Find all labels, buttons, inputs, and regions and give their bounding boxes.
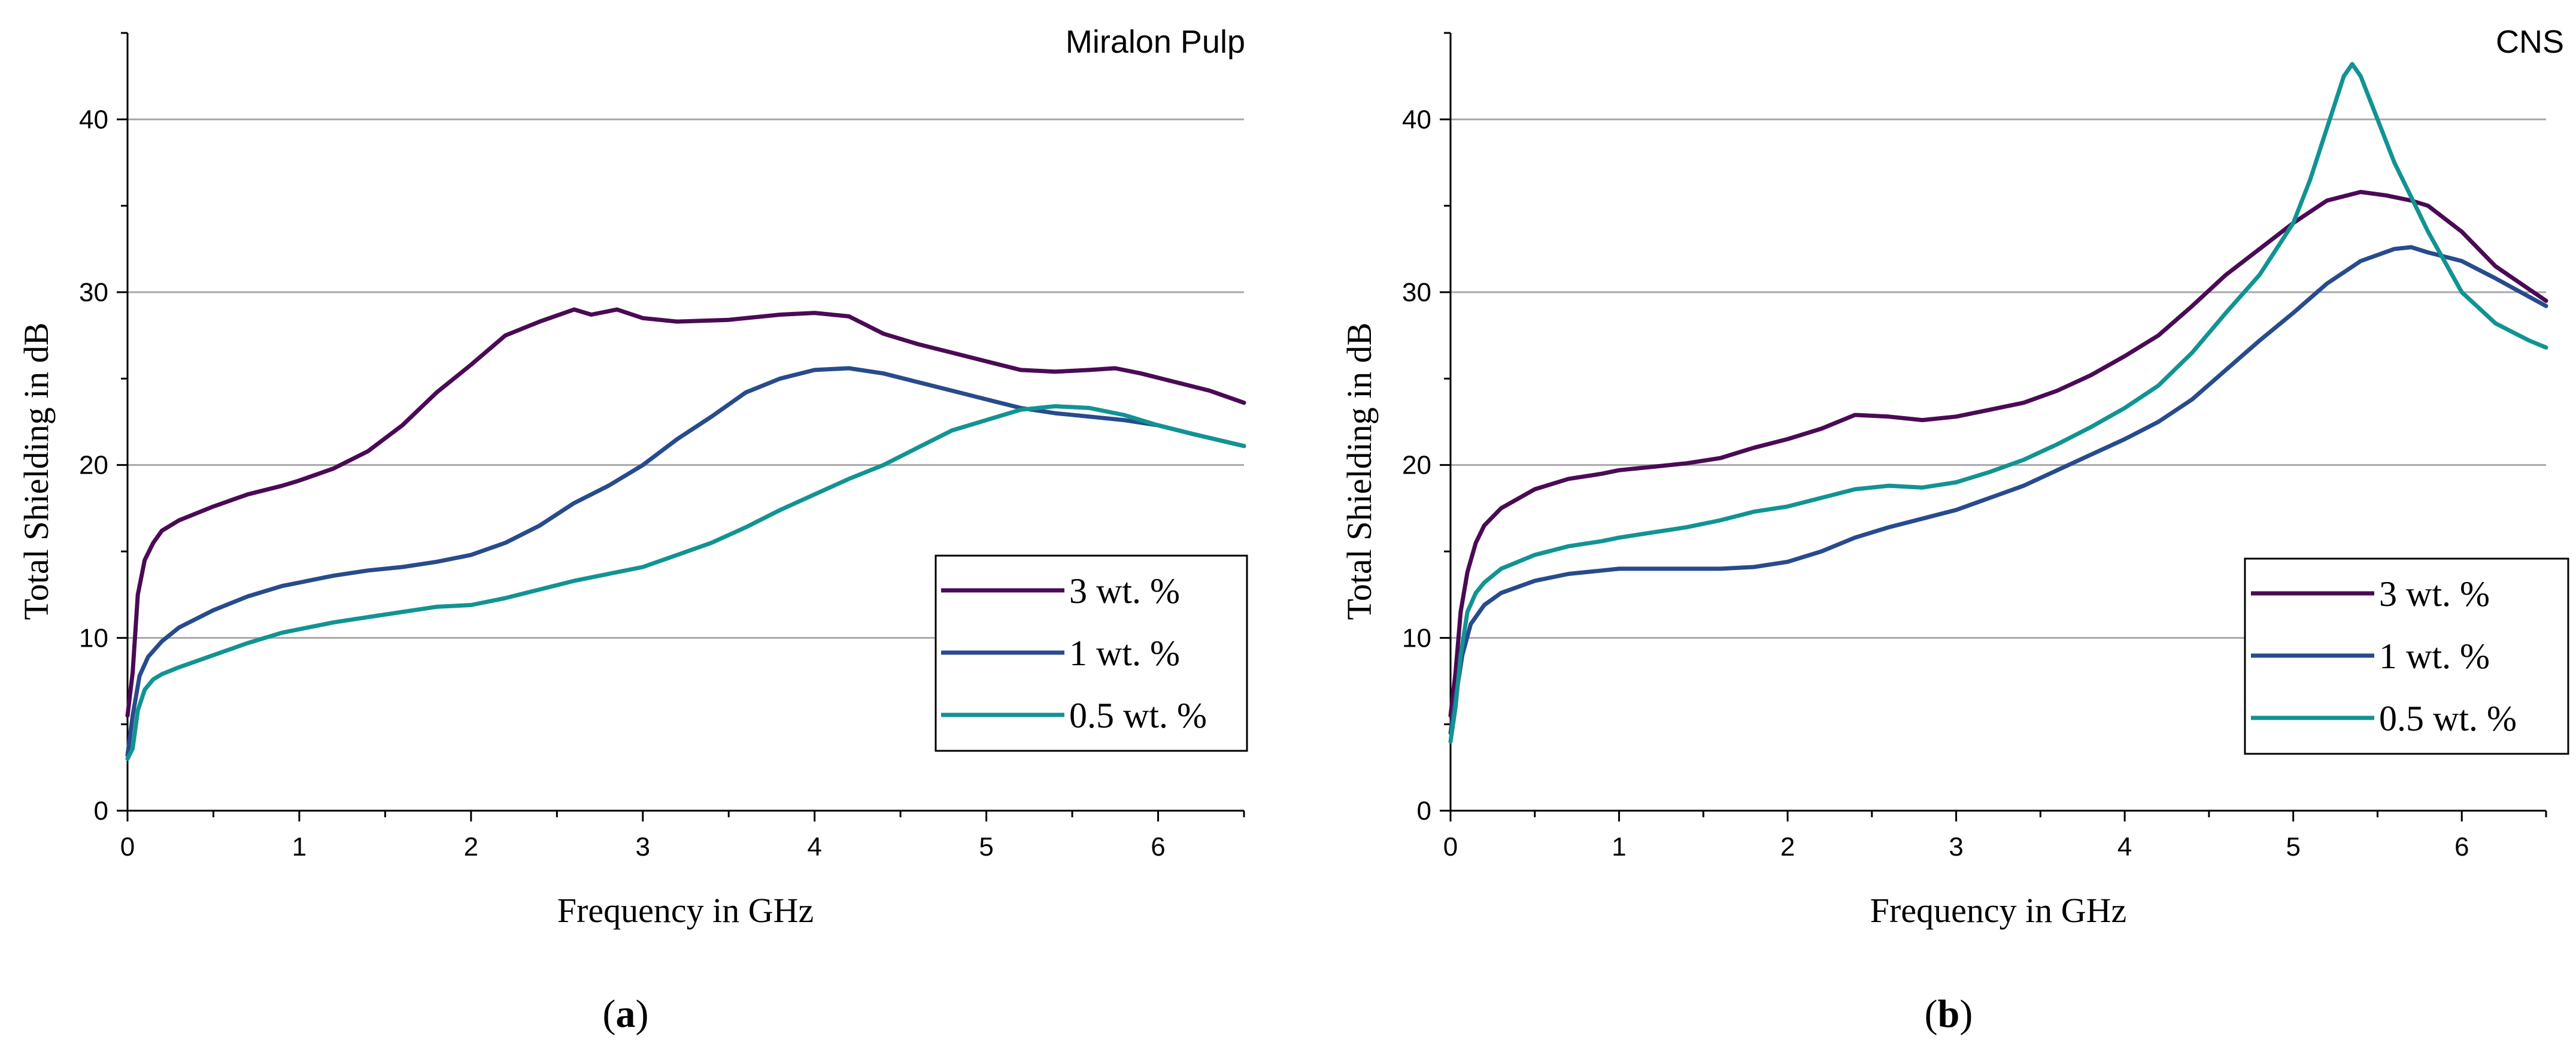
panel-a-y-tick-label: 40 bbox=[79, 105, 108, 134]
panel-a-y-tick-label: 0 bbox=[94, 796, 108, 826]
panel-a-y-axis-title: Total Shielding in dB bbox=[17, 323, 56, 620]
panel-b-x-tick-label: 4 bbox=[2117, 832, 2132, 862]
panel-a-x-tick-label: 2 bbox=[464, 832, 478, 862]
panel-b-title: CNS bbox=[2496, 24, 2564, 60]
panel-a-series-line-3 bbox=[125, 404, 1246, 761]
panel-b-y-tick-label: 30 bbox=[1402, 278, 1431, 307]
panel-b-legend: 3 wt. % 1 wt. % 0.5 wt. % bbox=[2244, 557, 2569, 755]
panel-b: CNS Frequency in GHz Total Shielding in … bbox=[1340, 24, 2569, 1036]
panel-b-legend-label-3: 0.5 wt. % bbox=[2379, 699, 2517, 738]
panel-a-series-line-1 bbox=[125, 307, 1246, 718]
panel-b-x-tick-label: 1 bbox=[1612, 832, 1626, 862]
panel-a-legend: 3 wt. % 1 wt. % 0.5 wt. % bbox=[934, 554, 1248, 752]
panel-b-legend-label-1: 3 wt. % bbox=[2379, 574, 2490, 614]
panel-a-title: Miralon Pulp bbox=[1066, 24, 1245, 60]
panel-b-y-tick-label: 20 bbox=[1402, 451, 1431, 480]
panel-a-x-tick-label: 1 bbox=[292, 832, 307, 862]
panel-b-x-tick-label: 0 bbox=[1443, 832, 1458, 862]
panel-b-y-tick-label: 40 bbox=[1402, 105, 1431, 134]
panel-a-y-tick-label: 20 bbox=[79, 451, 108, 480]
panel-b-series-line-2 bbox=[1448, 245, 2548, 735]
panel-b-series-line-3 bbox=[1448, 62, 2548, 744]
panel-a-x-tick-label: 6 bbox=[1151, 832, 1165, 862]
panel-b-x-tick-label: 5 bbox=[2286, 832, 2300, 862]
panel-b-y-tick-label: 0 bbox=[1417, 796, 1431, 826]
panel-b-x-tick-label: 3 bbox=[1949, 832, 1963, 862]
panel-b-caption: (b) bbox=[1925, 992, 1973, 1036]
panel-a-legend-label-3: 0.5 wt. % bbox=[1069, 696, 1207, 735]
panel-a-legend-label-1: 3 wt. % bbox=[1069, 571, 1180, 611]
panel-b-legend-label-2: 1 wt. % bbox=[2379, 636, 2490, 676]
panel-b-y-tick-label: 10 bbox=[1402, 623, 1431, 653]
panel-a-legend-label-2: 1 wt. % bbox=[1069, 633, 1180, 673]
panel-a-x-tick-label: 4 bbox=[807, 832, 821, 862]
panel-a-y-tick-label: 10 bbox=[79, 623, 108, 653]
panel-b-x-axis-title: Frequency in GHz bbox=[1870, 891, 2126, 930]
panel-a-y-tick-label: 30 bbox=[79, 278, 108, 307]
panel-a: Miralon Pulp Frequency in GHz Total Shie… bbox=[17, 24, 1248, 1036]
panel-a-x-tick-label: 5 bbox=[979, 832, 993, 862]
panel-b-x-tick-label: 6 bbox=[2454, 832, 2469, 862]
panel-a-x-tick-label: 3 bbox=[636, 832, 650, 862]
panel-b-x-tick-label: 2 bbox=[1780, 832, 1795, 862]
panel-a-x-axis-title: Frequency in GHz bbox=[557, 891, 814, 930]
panel-b-series-line-1 bbox=[1448, 190, 2548, 718]
panel-a-caption: (a) bbox=[603, 992, 649, 1036]
panel-b-y-axis-title: Total Shielding in dB bbox=[1340, 323, 1379, 620]
panel-a-x-tick-label: 0 bbox=[120, 832, 135, 862]
